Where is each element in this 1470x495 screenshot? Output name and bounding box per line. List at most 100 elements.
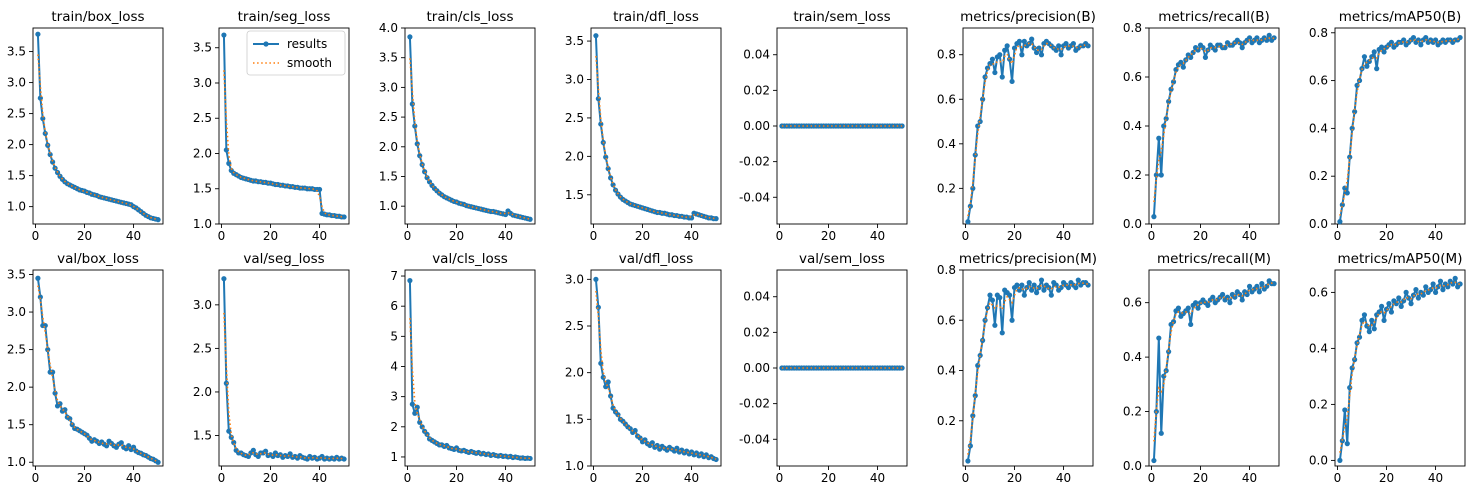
- results-point: [1038, 277, 1045, 283]
- results-point: [989, 297, 996, 303]
- x-tick-label: 40: [312, 229, 327, 243]
- results-point: [1158, 430, 1164, 436]
- results-point: [341, 214, 347, 220]
- x-tick-label: 40: [1428, 229, 1443, 243]
- plot-frame: [32, 269, 164, 467]
- y-tick-label: 0.4: [1123, 119, 1142, 133]
- legend-results-label: results: [287, 37, 327, 51]
- y-tick-label: 4.0: [379, 21, 398, 35]
- results-point: [1254, 283, 1260, 289]
- chart-8: metrics/mAP50(B) 0 20 40 0.0 0.2 0.4 0.6 0.8: [1309, 9, 1466, 243]
- chart-title: metrics/mAP50(B): [1339, 9, 1462, 25]
- results-point: [221, 32, 227, 38]
- results-point: [52, 390, 58, 396]
- x-tick-label: 0: [1334, 229, 1342, 243]
- x-tick-label: 0: [1148, 229, 1156, 243]
- x-tick-label: 0: [404, 471, 412, 485]
- results-point: [37, 294, 43, 300]
- results-point: [1212, 47, 1218, 53]
- results-point: [1065, 284, 1072, 291]
- chart-title: train/sem_loss: [793, 9, 890, 25]
- x-tick-label: 20: [1193, 471, 1208, 485]
- chart-13: val/sem_loss 0 20 40 -0.04 -0.02 0.00 0.02 0.04: [739, 251, 908, 485]
- y-tick-label: 2.0: [379, 140, 398, 154]
- x-tick-label: 20: [77, 471, 92, 485]
- x-tick-label: 20: [263, 229, 278, 243]
- x-tick-label: 0: [218, 471, 226, 485]
- results-line: [408, 280, 531, 460]
- results-point: [407, 277, 413, 284]
- x-tick-label: 20: [821, 471, 836, 485]
- results-point: [118, 440, 124, 446]
- results-point: [1237, 40, 1243, 46]
- results-point: [1205, 302, 1211, 308]
- results-point: [1002, 47, 1008, 53]
- results-point: [1271, 281, 1277, 287]
- chart-title: train/dfl_loss: [613, 9, 699, 25]
- results-point: [35, 31, 41, 37]
- results-point: [1007, 292, 1013, 298]
- y-tick-label: 2.5: [379, 110, 398, 124]
- results-point: [595, 304, 601, 310]
- results-point: [221, 276, 227, 282]
- results-point: [997, 295, 1003, 301]
- y-tick-label: 1.0: [193, 217, 212, 231]
- x-tick-label: 0: [962, 229, 970, 243]
- results-point: [1019, 52, 1025, 58]
- y-tick-label: 3.0: [193, 298, 212, 312]
- results-point: [999, 330, 1005, 336]
- results-point: [1009, 317, 1015, 323]
- chart-title: train/seg_loss: [238, 9, 331, 25]
- results-point: [1246, 283, 1253, 289]
- y-tick-label: 0.04: [743, 48, 770, 62]
- chart-title: val/box_loss: [57, 251, 139, 267]
- results-point: [999, 74, 1005, 80]
- results-point: [424, 175, 430, 181]
- results-point: [1256, 289, 1262, 295]
- y-tick-label: 1.5: [7, 169, 26, 183]
- y-tick-label: 0.4: [937, 137, 956, 151]
- y-tick-label: 3.5: [565, 34, 584, 48]
- results-point: [984, 65, 991, 71]
- results-point: [593, 33, 599, 39]
- results-point: [600, 374, 606, 380]
- plot-frame: [218, 27, 350, 225]
- y-tick-label: 2.0: [7, 138, 26, 152]
- y-tick-label: 0.00: [743, 119, 770, 133]
- smooth-line: [409, 58, 531, 220]
- results-point: [899, 365, 905, 371]
- x-tick-label: 40: [684, 471, 699, 485]
- x-tick-label: 40: [1056, 471, 1071, 485]
- y-tick-label: 3.0: [565, 272, 584, 286]
- y-tick-label: 7: [390, 269, 398, 283]
- y-tick-label: 3.0: [565, 72, 584, 86]
- results-point: [250, 447, 256, 453]
- results-point: [605, 379, 611, 385]
- y-tick-label: 0.6: [937, 92, 956, 106]
- y-tick-label: 0.0: [1309, 217, 1328, 231]
- y-tick-label: 1.5: [7, 418, 26, 432]
- x-tick-label: 0: [218, 229, 226, 243]
- y-tick-label: 2.5: [565, 111, 584, 125]
- results-point: [1415, 295, 1421, 301]
- legend-smooth-label: smooth: [287, 56, 332, 70]
- results-point: [1031, 282, 1037, 288]
- x-tick-label: 20: [1379, 229, 1394, 243]
- results-point: [1413, 287, 1419, 293]
- results-point: [527, 455, 533, 462]
- x-tick-label: 20: [449, 229, 464, 243]
- y-tick-label: 0.6: [1123, 296, 1142, 310]
- x-tick-label: 20: [1193, 229, 1208, 243]
- results-point: [1185, 305, 1191, 311]
- results-point: [1386, 301, 1392, 307]
- results-point: [1423, 284, 1429, 290]
- results-point: [1046, 284, 1052, 291]
- y-tick-label: 6: [390, 299, 398, 313]
- results-point: [103, 443, 110, 449]
- results-point: [1178, 59, 1184, 65]
- results-point: [62, 407, 68, 413]
- y-tick-label: 0.0: [1123, 459, 1142, 473]
- plot-frame: [404, 27, 536, 225]
- x-tick-label: 0: [1148, 471, 1156, 485]
- y-tick-label: 0.6: [1123, 70, 1142, 84]
